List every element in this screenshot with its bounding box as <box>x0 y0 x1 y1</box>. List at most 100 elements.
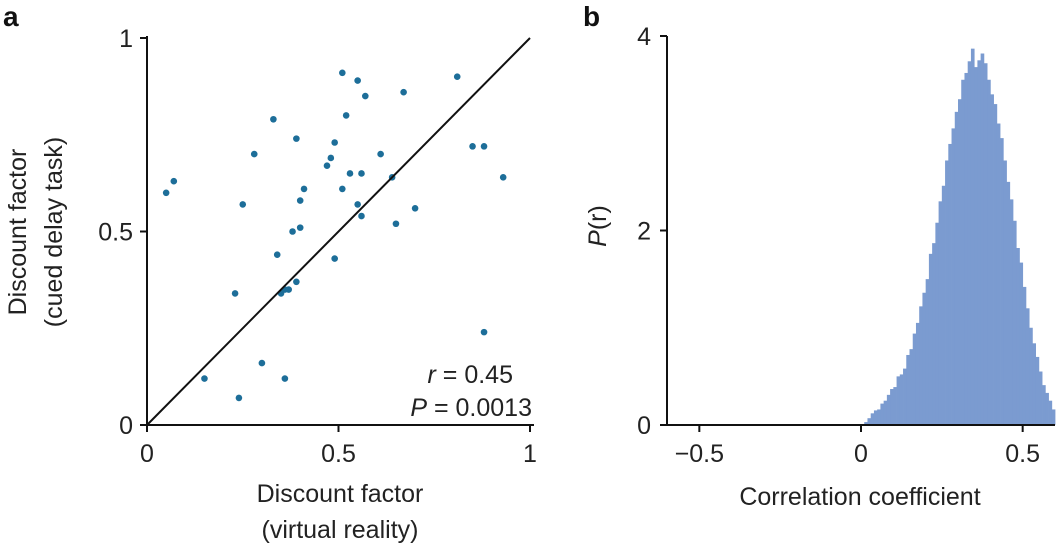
histogram-bar <box>1009 199 1014 425</box>
scatter-point <box>293 135 300 142</box>
histogram-bar <box>1051 409 1056 425</box>
histogram-bar <box>1038 371 1043 425</box>
histogram-bar <box>941 185 946 425</box>
scatter-point <box>358 170 365 177</box>
correlation-annotation: r = 0.45 <box>428 361 513 389</box>
y-tick-label: 0 <box>637 412 651 440</box>
histogram-bar <box>970 48 975 426</box>
histogram-bar <box>958 99 962 426</box>
histogram-bar <box>974 67 978 426</box>
histogram-bar <box>903 368 907 425</box>
x-tick-label: −0.5 <box>675 440 724 468</box>
y-axis-ticks: 0 2 4 <box>637 23 667 440</box>
histogram-bar <box>922 292 927 425</box>
scatter-point <box>258 359 266 367</box>
histogram-bar <box>993 104 998 425</box>
histogram-bar <box>912 333 917 425</box>
scatter-point <box>285 286 293 293</box>
scatter-point <box>362 92 369 100</box>
x-axis-ticks: 0 0.5 1 <box>140 425 537 468</box>
histogram-bar <box>883 400 888 425</box>
scatter-point <box>170 177 178 185</box>
scatter-point <box>235 394 243 402</box>
panel-a: a 0 0.5 1 00.51 Discount factor (virtual r… <box>3 1 537 544</box>
y-axis-label-line2: (cued delay task) <box>40 137 68 327</box>
histogram-bar <box>1012 220 1017 425</box>
histogram-bar <box>864 422 868 425</box>
histogram-bar <box>990 94 994 425</box>
histogram-bar <box>1019 262 1024 425</box>
scatter-point <box>499 174 507 181</box>
x-axis-label-line2: (virtual reality) <box>262 516 419 544</box>
p-value-annotation: P = 0.0013 <box>410 394 532 422</box>
histogram-bar <box>951 128 956 425</box>
scatter-point <box>339 185 346 193</box>
y-tick-label: 4 <box>637 23 651 51</box>
scatter-point <box>346 170 354 177</box>
histogram-bar <box>1042 385 1046 425</box>
histogram-bar <box>867 418 872 425</box>
x-axis-label-line1: Discount factor <box>257 480 424 508</box>
histogram-bar <box>1029 327 1033 425</box>
scatter-point <box>270 115 277 123</box>
y-tick-label: 0.5 <box>98 219 133 247</box>
scatter-point <box>400 88 407 96</box>
scatter-point <box>296 224 304 231</box>
histogram-bar <box>1045 392 1049 425</box>
histogram-bar <box>919 306 923 425</box>
scatter-point <box>354 77 361 84</box>
scatter-point <box>480 328 488 336</box>
histogram-bar <box>873 410 878 425</box>
y-axis-label-line1: Discount factor <box>4 149 32 316</box>
scatter-point <box>239 201 247 208</box>
x-tick-label: 0.5 <box>1005 440 1040 468</box>
y-tick-label: 0 <box>119 412 133 440</box>
histogram-bar <box>964 72 969 425</box>
scatter-point <box>453 73 461 80</box>
histogram-bar <box>880 403 885 425</box>
panel-a-label: a <box>3 1 19 32</box>
scatter-point <box>231 290 239 297</box>
histogram-bar <box>893 387 897 425</box>
scatter-point <box>289 228 296 235</box>
histogram-bar <box>932 243 936 425</box>
y-axis-label-symbol: P <box>584 230 612 247</box>
histogram-bar <box>890 389 894 425</box>
identity-line <box>146 37 531 426</box>
scatter-point <box>358 212 365 220</box>
scatter-point <box>342 112 350 119</box>
histogram-bar <box>1006 181 1011 425</box>
histogram-bar <box>886 394 891 425</box>
scatter-point <box>377 150 384 158</box>
histogram-bar <box>987 79 991 425</box>
histogram-bar <box>954 111 959 425</box>
histogram-bar <box>1025 308 1030 425</box>
histogram-bar <box>915 322 920 425</box>
y-axis-label-text: P(r) <box>584 205 612 247</box>
x-tick-label: 0 <box>140 440 154 468</box>
histogram-bar <box>1035 356 1040 425</box>
r-value: = 0.45 <box>436 361 513 389</box>
x-axis-label: Correlation coefficient <box>739 483 980 511</box>
x-tick-label: 1 <box>523 440 537 468</box>
histogram-bar <box>967 61 972 425</box>
x-axis-ticks: −0.5 0 0.5 <box>675 425 1040 468</box>
scatter-point <box>469 143 476 150</box>
histogram-bar <box>906 354 910 425</box>
histogram-bar <box>948 143 952 425</box>
scatter-point <box>392 220 400 228</box>
histogram-bar <box>896 376 901 425</box>
scatter-point <box>201 375 208 382</box>
scatter-points <box>162 69 507 402</box>
scatter-point <box>250 150 258 158</box>
y-axis-label-arg: (r) <box>584 205 612 230</box>
y-tick-label: 1 <box>119 25 133 53</box>
scatter-point <box>293 278 300 286</box>
y-axis-ticks: 00.51 <box>98 25 147 440</box>
panel-b: b −0.5 0 0.5 0 2 4 Correlation coefficient P… <box>583 1 1056 511</box>
scatter-point <box>323 162 331 170</box>
histogram-bar <box>909 349 914 425</box>
scatter-point <box>331 255 338 262</box>
histogram-bar <box>996 123 1001 426</box>
